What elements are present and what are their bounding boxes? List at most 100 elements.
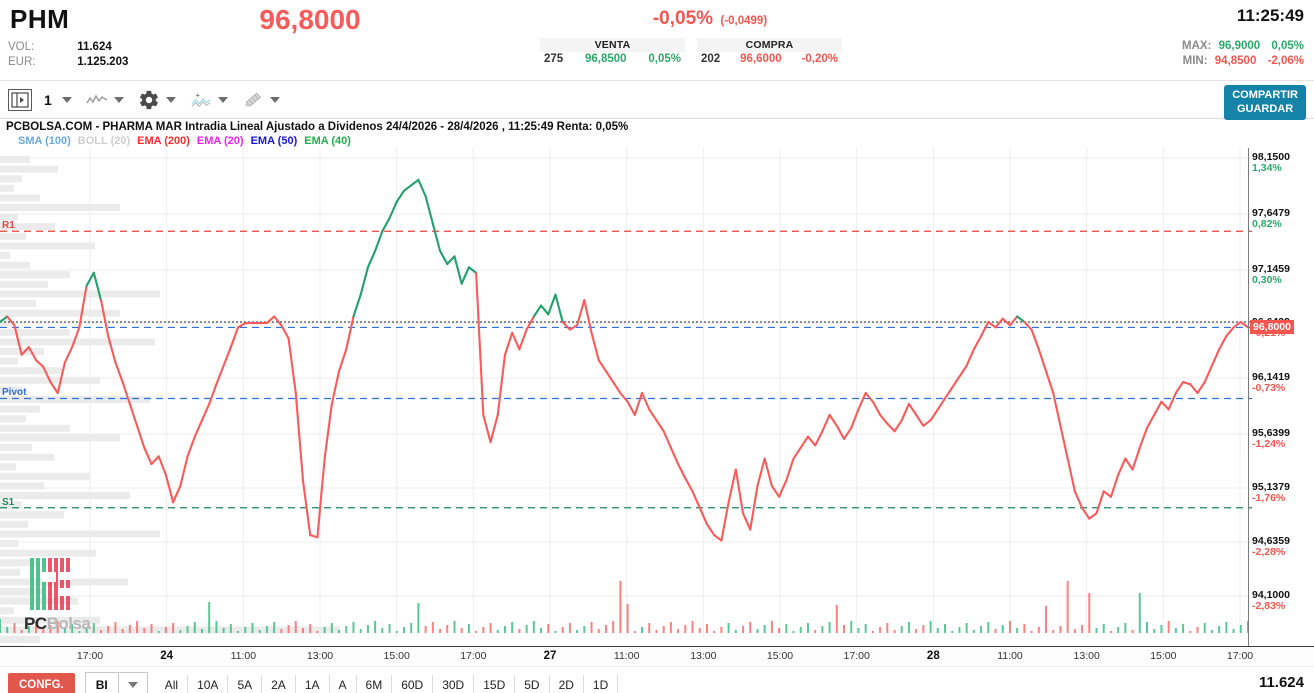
price-tick-value: 95,6399 xyxy=(1252,427,1290,439)
panel-toggle-icon[interactable] xyxy=(8,88,32,111)
time-axis-tick: 17:00 xyxy=(460,650,487,662)
legend-item-5[interactable]: EMA (40) xyxy=(304,135,351,147)
volume-bar xyxy=(835,605,838,633)
volume-bar xyxy=(1146,622,1149,633)
timeframe-button-1d[interactable]: 1D xyxy=(584,675,619,693)
timeframe-button-2d[interactable]: 2D xyxy=(550,675,584,693)
timeframe-button-15d[interactable]: 15D xyxy=(474,675,516,693)
page-title: PHM xyxy=(10,4,70,34)
gear-icon[interactable] xyxy=(136,88,162,112)
legend-item-2[interactable]: EMA (200) xyxy=(137,135,190,147)
timeframe-button-2a[interactable]: 2A xyxy=(262,675,296,693)
timeframe-button-6m[interactable]: 6M xyxy=(357,675,393,693)
volume-bar xyxy=(99,630,102,633)
timeframe-button-all[interactable]: All xyxy=(156,675,189,693)
price-axis[interactable]: 98,15001,34%97,64790,82%97,14590,30%96,6… xyxy=(1248,148,1314,646)
volume-bar xyxy=(63,628,66,633)
volume-bar xyxy=(316,631,319,633)
min-value: 94,8500 xyxy=(1214,55,1257,67)
ask-quantity: 275 xyxy=(544,53,564,65)
symbol-input-group[interactable]: BI xyxy=(84,672,148,693)
volume-bar xyxy=(871,631,874,633)
draw-tools-chevron-down-icon[interactable] xyxy=(269,96,280,103)
volume-bar xyxy=(431,622,434,633)
svg-text:+: + xyxy=(195,91,199,99)
legend-item-3[interactable]: EMA (20) xyxy=(196,135,244,147)
price-tick-percent: -0,73% xyxy=(1252,382,1286,394)
timeframe-button-a[interactable]: A xyxy=(330,675,357,693)
volume-profile-bar xyxy=(0,338,155,346)
volume-profile-bar xyxy=(0,463,16,471)
time-axis-tick: 11:00 xyxy=(997,650,1023,662)
time-axis[interactable]: 17:00 24 11:00 13:00 15:00 17:00 27 11:00 13:00 1… xyxy=(0,646,1314,666)
timeframe-button-1a[interactable]: 1A xyxy=(296,675,330,693)
timeframe-button-60d[interactable]: 60D xyxy=(392,675,434,693)
volume-bar xyxy=(503,626,506,633)
interval-dropdown-chevron-down-icon[interactable] xyxy=(61,96,72,103)
chart-type-chevron-down-icon[interactable] xyxy=(113,96,124,103)
legend-item-1[interactable]: BOLL (20) xyxy=(77,135,131,147)
add-indicator-chevron-down-icon[interactable] xyxy=(217,96,228,103)
price-tick-value: 95,1379 xyxy=(1252,481,1290,493)
volume-bar xyxy=(951,631,954,633)
volume-bar xyxy=(691,621,694,633)
volume-bar xyxy=(200,629,203,633)
price-tick-value: 97,1459 xyxy=(1252,263,1290,275)
volume-bar xyxy=(215,621,218,633)
config-button[interactable]: CONFG. xyxy=(8,673,75,693)
volume-bar xyxy=(424,626,427,633)
volume-bar xyxy=(85,627,88,633)
volume-profile-bar xyxy=(0,549,96,557)
volume-bar xyxy=(121,629,124,633)
ask-title: VENTA xyxy=(540,38,685,52)
legend-item-4[interactable]: EMA (50) xyxy=(250,135,298,147)
volume-bar xyxy=(71,624,74,633)
volume-bar xyxy=(128,625,131,633)
volume-profile-bar xyxy=(0,223,55,231)
volume-bar xyxy=(49,625,52,633)
volume-profile-bar xyxy=(0,501,22,509)
volume-bar xyxy=(669,622,672,633)
volume-bar xyxy=(338,630,341,633)
volume-bar xyxy=(78,631,81,633)
timeframe-button-30d[interactable]: 30D xyxy=(433,675,475,693)
price-tick-value: 97,6479 xyxy=(1252,207,1290,219)
add-indicator-icon[interactable]: + xyxy=(188,88,214,112)
volume-profile-bar xyxy=(0,559,36,567)
share-save-button[interactable]: COMPARTIR GUARDAR xyxy=(1224,85,1306,120)
volume-bar xyxy=(136,621,139,633)
volume-bar xyxy=(604,625,607,633)
volume-bar xyxy=(107,626,110,633)
timeframe-button-5a[interactable]: 5A xyxy=(228,675,263,693)
ask-percent: 0,05% xyxy=(648,53,681,65)
volume-bar xyxy=(1218,626,1221,633)
volume-bar xyxy=(1189,631,1192,633)
volume-profile-bar xyxy=(0,194,40,202)
volume-bar xyxy=(395,631,398,633)
volume-bar xyxy=(453,621,456,633)
settings-chevron-down-icon[interactable] xyxy=(165,96,176,103)
volume-bar xyxy=(1174,628,1177,633)
volume-bar xyxy=(287,625,290,633)
symbol-input[interactable]: BI xyxy=(86,673,119,693)
interval-value[interactable]: 1 xyxy=(44,91,52,108)
timeframe-buttons[interactable]: All 10A 5A 2A 1A A 6M 60D 30D 15D 5D 2D 1D xyxy=(156,675,619,693)
legend-item-0[interactable]: SMA (100) xyxy=(18,135,71,147)
timeframe-button-10a[interactable]: 10A xyxy=(188,675,229,693)
time-axis-tick: 13:00 xyxy=(1073,650,1100,662)
bid-quantity: 202 xyxy=(701,53,721,65)
line-chart-icon[interactable] xyxy=(84,88,110,112)
volume-bar xyxy=(1124,623,1127,633)
chart-canvas[interactable] xyxy=(0,148,1314,646)
pencil-icon[interactable] xyxy=(240,88,266,112)
pivot-label-s1: S1 xyxy=(2,496,15,508)
volume-profile-bar xyxy=(0,348,44,355)
price-chart[interactable]: 98,15001,34%97,64790,82%97,14590,30%96,6… xyxy=(0,148,1314,646)
timeframe-button-5d[interactable]: 5D xyxy=(515,675,550,693)
symbol-chevron-down-icon[interactable] xyxy=(119,682,147,688)
quote-header: PHM VOL: 11.624 EUR: 1.125.203 96,8000 -… xyxy=(0,0,1314,80)
max-label: MAX: xyxy=(1182,40,1212,52)
volume-label: VOL: xyxy=(8,41,35,53)
volume-profile-bar xyxy=(0,588,44,595)
volume-bar xyxy=(734,630,737,633)
